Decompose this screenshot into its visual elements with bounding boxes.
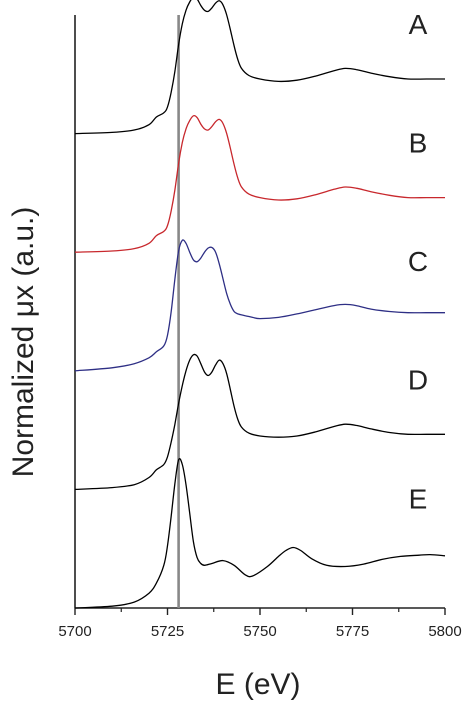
x-tick-label: 5800 (428, 623, 461, 640)
series-group (74, 0, 446, 609)
series-line-d (74, 353, 445, 491)
x-axis-tick-labels: 5700 5725 5750 5775 5800 (58, 623, 461, 640)
x-tick-label: 5700 (58, 623, 91, 640)
series-label-c: C (408, 246, 428, 277)
x-axis-title: E (eV) (215, 668, 300, 701)
y-axis-title: Normalized μx (a.u.) (7, 207, 40, 478)
x-tick-label: 5725 (151, 623, 184, 640)
series-line-b (74, 115, 445, 253)
series-line-a (74, 0, 445, 135)
series-label-e: E (409, 483, 428, 514)
series-label-b: B (409, 127, 428, 158)
x-axis-ticks (74, 608, 446, 615)
series-label-group: A B C D E (408, 9, 428, 514)
x-tick-label: 5775 (336, 623, 369, 640)
series-line-c (74, 239, 445, 372)
x-tick-label: 5750 (243, 623, 276, 640)
series-label-d: D (408, 365, 428, 396)
series-label-a: A (409, 9, 428, 40)
series-line-e (74, 457, 446, 609)
